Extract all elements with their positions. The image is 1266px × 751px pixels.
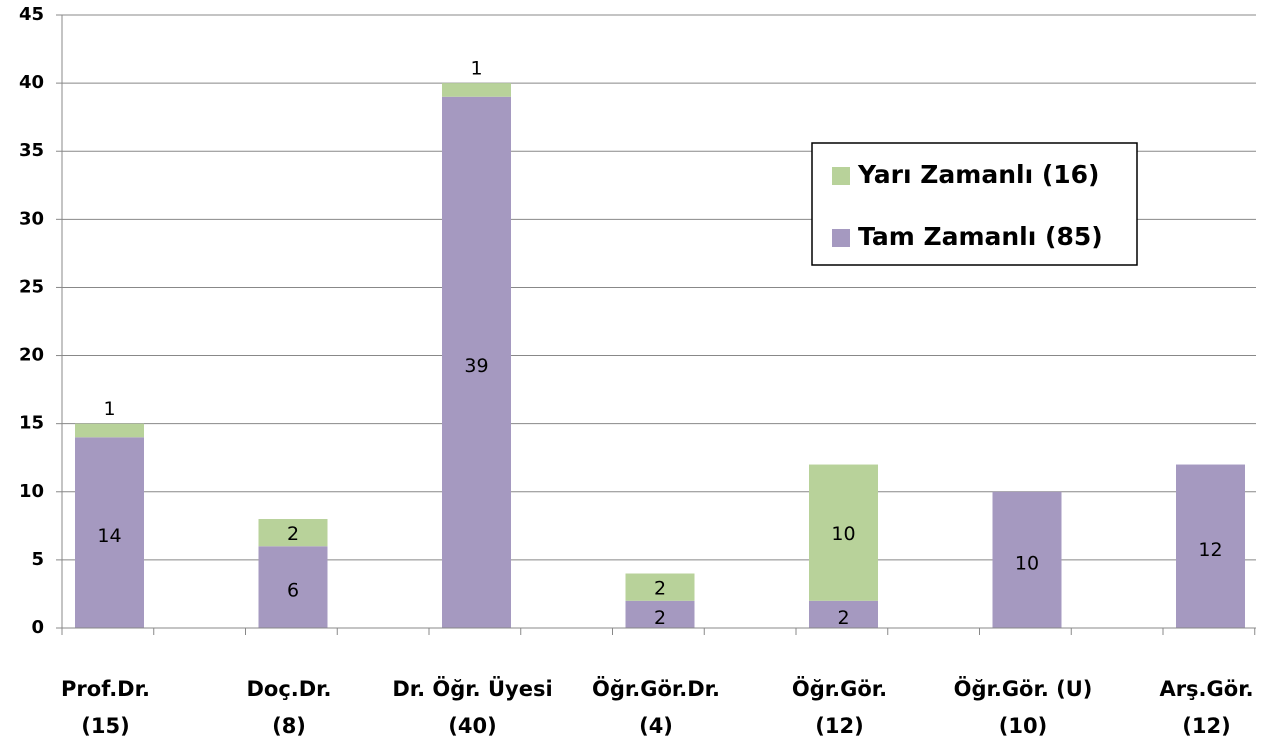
bar-segment [992,491,1062,628]
data-label: 2 [654,607,666,629]
bar-segment [75,437,144,628]
bar-segment [442,96,511,628]
x-tick-label: Öğr.Gör.Dr. [592,676,720,701]
y-tick-label: 15 [19,413,44,434]
x-tick-label: Öğr.Gör. (U) [954,676,1093,701]
bar-segment [809,464,878,601]
legend-label: Tam Zamanlı (85) [858,222,1103,251]
data-label: 12 [1198,539,1222,561]
data-label: 14 [97,525,121,547]
bar-segment [442,83,511,97]
y-tick-label: 40 [19,72,44,93]
y-tick-label: 25 [19,276,44,297]
bar-segment [258,546,328,628]
legend-label: Yarı Zamanlı (16) [857,160,1099,189]
data-label: 10 [1015,552,1039,574]
data-label: 1 [470,58,482,80]
x-tick-label: (12) [815,714,863,738]
x-tick-label: Arş.Gör. [1159,677,1253,701]
x-tick-label: Doç.Dr. [246,677,331,701]
y-tick-label: 30 [19,208,44,229]
bar-segment [258,519,328,547]
legend-swatch [832,229,850,247]
x-tick-label: (10) [999,714,1047,738]
bar-segment [809,600,878,628]
data-label: 2 [287,523,299,545]
y-tick-label: 5 [31,549,44,570]
data-label: 1 [103,398,115,420]
x-tick-label: (12) [1182,714,1230,738]
x-tick-label: (8) [272,714,306,738]
y-tick-label: 10 [19,481,44,502]
y-tick-label: 0 [31,617,44,638]
bar-segment [625,573,695,601]
legend-box [811,142,1138,266]
y-tick-label: 45 [19,4,44,25]
legend-swatch [832,167,850,185]
x-tick-label: (4) [639,714,673,738]
x-tick-label: Öğr.Gör. [792,676,887,701]
x-tick-label: Prof.Dr. [61,677,150,701]
bar-segment [625,600,695,628]
data-label: 2 [837,607,849,629]
x-tick-label: (40) [448,714,496,738]
y-tick-label: 35 [19,140,44,161]
data-label: 39 [464,355,488,377]
data-label: 2 [654,578,666,600]
x-tick-label: (15) [81,714,129,738]
bar-segment [1176,464,1245,628]
data-label: 10 [831,523,855,545]
x-tick-label: Dr. Öğr. Üyesi [392,676,552,701]
bar-segment [75,423,144,438]
y-tick-label: 20 [19,345,44,366]
data-label: 6 [287,580,299,602]
